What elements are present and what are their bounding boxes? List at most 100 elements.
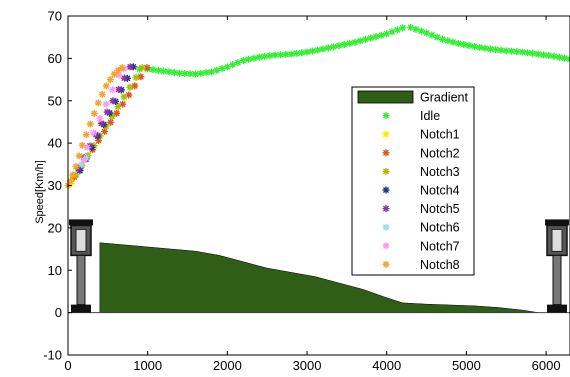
point-idle <box>335 42 343 50</box>
signal-icons-layer <box>69 219 569 313</box>
legend-label: Notch3 <box>420 165 460 179</box>
point-notch8 <box>78 141 86 149</box>
point-idle <box>239 56 247 64</box>
point-idle <box>393 26 401 34</box>
point-notch2 <box>131 82 139 90</box>
point-notch3 <box>132 73 140 81</box>
y-tick-label: 20 <box>48 220 62 235</box>
point-idle <box>170 69 178 76</box>
series-notch8 <box>64 64 126 189</box>
x-tick-label: 5000 <box>452 358 481 373</box>
legend-item-notch8: Notch8 <box>382 258 460 272</box>
y-tick-label: 0 <box>55 305 62 320</box>
x-tick-label: 1000 <box>133 358 162 373</box>
point-idle <box>383 30 391 38</box>
point-idle <box>524 49 532 57</box>
legend-item-notch1: Notch1 <box>382 128 460 142</box>
point-idle <box>561 54 569 62</box>
point-notch8 <box>94 99 102 107</box>
legend-swatch <box>357 90 414 104</box>
point-notch3 <box>114 103 122 111</box>
point-idle <box>250 54 258 62</box>
point-idle <box>529 49 537 57</box>
point-idle <box>460 41 468 49</box>
legend-item-notch3: Notch3 <box>382 165 460 179</box>
point-idle <box>412 25 420 33</box>
y-tick-label: 10 <box>48 263 62 278</box>
y-tick-label: 50 <box>48 93 62 108</box>
point-idle <box>555 53 563 61</box>
point-idle <box>508 47 516 55</box>
point-idle <box>566 55 570 63</box>
legend-box <box>351 86 475 276</box>
point-idle <box>367 34 375 42</box>
point-idle <box>513 48 521 56</box>
point-idle <box>255 53 263 61</box>
point-idle <box>261 52 269 60</box>
point-notch5 <box>120 74 128 82</box>
point-idle <box>351 38 359 46</box>
legend-marker <box>382 223 390 231</box>
y-tick-label: 70 <box>48 9 62 24</box>
point-idle <box>534 50 542 58</box>
point-notch3 <box>126 83 134 91</box>
point-idle <box>407 23 415 31</box>
legend-marker <box>382 260 390 268</box>
point-idle <box>176 69 184 77</box>
x-tick-label: 6000 <box>532 358 561 373</box>
x-tick-label: 3000 <box>293 358 322 373</box>
point-notch3 <box>120 93 128 101</box>
point-idle <box>191 70 199 78</box>
legend-label: Notch1 <box>420 128 460 142</box>
point-idle <box>377 31 385 39</box>
point-notch5 <box>103 108 111 116</box>
point-idle <box>197 69 205 77</box>
point-idle <box>423 29 431 37</box>
x-tick-label: 2000 <box>213 358 242 373</box>
point-notch3 <box>138 64 146 72</box>
point-idle <box>314 46 322 54</box>
point-idle <box>518 48 526 56</box>
point-idle <box>165 68 173 76</box>
point-notch8 <box>69 171 77 179</box>
point-notch8 <box>118 64 126 72</box>
legend-label: Notch5 <box>420 202 460 216</box>
legend-marker <box>382 167 390 175</box>
point-notch5 <box>126 63 134 71</box>
legend-marker <box>382 149 390 157</box>
point-idle <box>454 40 462 48</box>
point-notch8 <box>72 162 80 170</box>
point-idle <box>545 52 553 60</box>
point-notch5 <box>115 85 123 93</box>
y-tick-label: 60 <box>48 51 62 66</box>
point-notch7 <box>109 86 117 94</box>
point-notch8 <box>98 90 106 98</box>
legend-label: Idle <box>420 109 440 123</box>
point-idle <box>550 52 558 60</box>
point-idle <box>292 49 300 57</box>
y-axis-label: Speed[Km/h] <box>34 160 46 224</box>
point-idle <box>465 42 473 50</box>
point-idle <box>266 52 274 60</box>
point-notch8 <box>90 109 98 117</box>
point-idle <box>271 51 279 59</box>
legend-label: Notch4 <box>420 184 460 198</box>
point-idle <box>449 38 457 46</box>
point-idle <box>476 43 484 51</box>
point-idle <box>417 27 425 35</box>
y-tick-label: 40 <box>48 136 62 151</box>
right-station-icon <box>545 219 569 313</box>
point-idle <box>470 43 478 51</box>
point-idle <box>287 50 295 58</box>
point-idle <box>202 69 210 77</box>
gradient-area <box>99 242 539 313</box>
series-layer <box>64 23 570 189</box>
point-idle <box>303 48 311 56</box>
point-notch8 <box>106 76 114 84</box>
point-idle <box>218 65 226 73</box>
point-idle <box>372 33 380 41</box>
point-idle <box>160 67 168 75</box>
point-idle <box>399 24 407 32</box>
legend-item-idle: Idle <box>382 109 440 123</box>
